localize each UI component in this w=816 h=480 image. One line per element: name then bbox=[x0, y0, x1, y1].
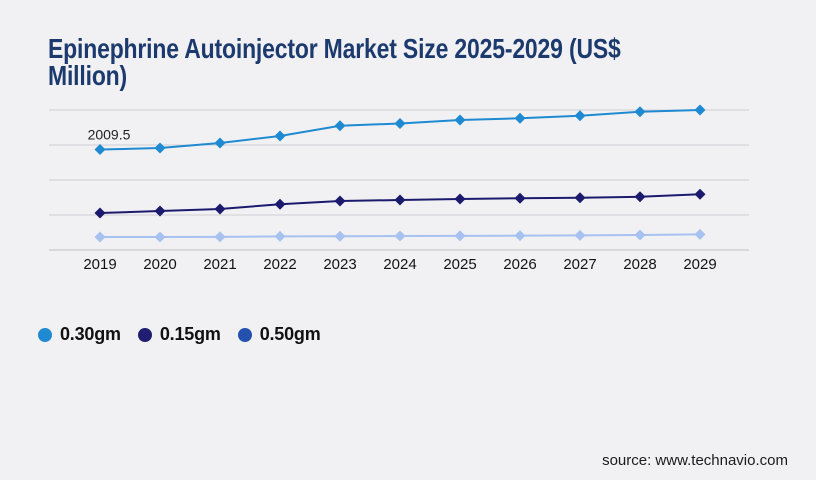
chart-title-line-1: Epinephrine Autoinjector Market Size 202… bbox=[48, 32, 621, 64]
x-axis-label-2027: 2027 bbox=[563, 256, 596, 273]
x-axis-label-2020: 2020 bbox=[143, 256, 176, 273]
x-axis-label-2028: 2028 bbox=[623, 256, 656, 273]
data-point-0.50gm-2026 bbox=[514, 230, 526, 242]
data-point-0.50gm-2021 bbox=[214, 231, 226, 243]
data-point-0.15gm-2026 bbox=[514, 192, 526, 204]
data-point-0.15gm-2022 bbox=[274, 198, 286, 210]
legend-item-0.30gm: 0.30gm bbox=[38, 324, 121, 345]
data-point-0.30gm-2023 bbox=[334, 120, 346, 132]
chart-legend: 0.30gm 0.15gm 0.50gm bbox=[38, 324, 321, 345]
data-point-0.50gm-2019 bbox=[94, 231, 106, 243]
data-point-0.15gm-2029 bbox=[694, 188, 706, 200]
data-point-0.50gm-2029 bbox=[694, 228, 706, 240]
data-point-0.30gm-2022 bbox=[274, 130, 286, 142]
data-point-0.15gm-2027 bbox=[574, 192, 586, 204]
legend-item-0.50gm: 0.50gm bbox=[237, 324, 321, 345]
data-point-0.50gm-2022 bbox=[274, 230, 286, 242]
data-point-0.30gm-2021 bbox=[214, 137, 226, 149]
data-point-0.15gm-2023 bbox=[334, 195, 346, 207]
data-point-0.30gm-2020 bbox=[154, 142, 166, 154]
legend-dot-icon bbox=[237, 327, 252, 342]
data-point-0.50gm-2020 bbox=[154, 231, 166, 243]
legend-label: 0.30gm bbox=[60, 324, 121, 344]
x-axis-label-2022: 2022 bbox=[263, 256, 296, 273]
data-point-0.15gm-2028 bbox=[634, 191, 646, 203]
data-point-0.15gm-2021 bbox=[214, 203, 226, 215]
legend-label: 0.50gm bbox=[259, 324, 321, 344]
legend-label: 0.15gm bbox=[159, 324, 221, 344]
chart-title: Epinephrine Autoinjector Market Size 202… bbox=[48, 32, 745, 91]
data-point-0.30gm-2025 bbox=[454, 114, 466, 126]
data-point-0.30gm-2026 bbox=[514, 112, 526, 124]
x-axis-label-2023: 2023 bbox=[323, 256, 356, 273]
chart-title-line-2: Million) bbox=[48, 59, 128, 91]
legend-dot-icon bbox=[137, 327, 152, 342]
data-point-0.15gm-2024 bbox=[394, 194, 406, 206]
data-point-0.30gm-2024 bbox=[394, 118, 406, 129]
series-line-0.30gm bbox=[99, 109, 701, 151]
data-point-0.30gm-2019 bbox=[94, 144, 106, 156]
data-label-0.30gm-2019: 2009.5 bbox=[88, 127, 131, 143]
data-point-0.50gm-2025 bbox=[454, 230, 466, 242]
x-axis-label-2026: 2026 bbox=[503, 256, 536, 273]
line-chart: 2019 2020 2021 2022 2023 2024 2025 2026 2027 2028… bbox=[49, 104, 749, 273]
data-point-0.30gm-2027 bbox=[574, 110, 586, 122]
data-point-0.50gm-2023 bbox=[334, 230, 346, 242]
x-axis-label-2024: 2024 bbox=[383, 256, 416, 273]
data-point-0.30gm-2029 bbox=[694, 104, 706, 116]
x-axis-label-2021: 2021 bbox=[203, 256, 236, 273]
data-point-0.50gm-2028 bbox=[634, 229, 646, 241]
data-point-0.15gm-2019 bbox=[94, 207, 106, 219]
data-point-0.15gm-2025 bbox=[454, 193, 466, 205]
data-point-0.30gm-2028 bbox=[634, 106, 646, 118]
data-point-0.50gm-2024 bbox=[394, 230, 406, 242]
x-axis-label-2029: 2029 bbox=[683, 256, 716, 273]
x-axis-label-2019: 2019 bbox=[83, 256, 116, 273]
legend-item-0.15gm: 0.15gm bbox=[137, 324, 221, 345]
legend-dot-icon bbox=[38, 327, 52, 342]
data-point-0.15gm-2020 bbox=[154, 205, 166, 217]
x-axis-label-2025: 2025 bbox=[443, 256, 476, 273]
source-credit: source: www.technavio.com bbox=[602, 452, 788, 469]
data-point-0.50gm-2027 bbox=[574, 229, 586, 241]
